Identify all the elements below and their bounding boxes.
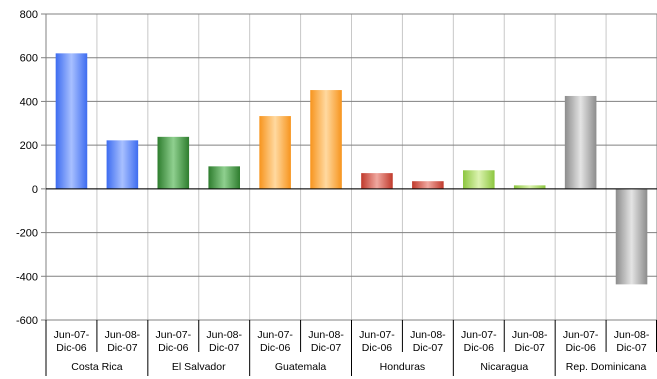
bar-costa-rica-2 [106,140,139,189]
bar-costa-rica-1 [55,53,88,189]
y-tick-label: 400 [20,96,38,108]
x-axis: Jun-07-Dic-06 Jun-08-Dic-07 Jun-07-Dic-06 J… [45,320,657,376]
bar-guatemala-1 [259,116,291,189]
group-label: Rep. Dominicana [566,361,647,373]
bar-honduras-1 [361,173,393,189]
y-tick-label: 800 [20,9,38,21]
x-tick-label: Jun-08-Dic-07 [206,329,242,354]
y-tick-label: -600 [16,315,38,327]
bar-guatemala-2 [310,90,342,189]
group-label: Nicaragua [480,361,528,373]
y-tick-label: 600 [20,53,38,65]
bar-nicaragua-1 [463,170,495,189]
group-label: Honduras [380,361,426,373]
x-tick-label: Jun-08-Dic-07 [105,329,141,354]
y-tick-label: 0 [32,184,38,196]
x-tick-label: Jun-08-Dic-07 [614,329,650,354]
group-label: Guatemala [275,361,327,373]
x-tick-label: Jun-07-Dic-06 [54,329,90,354]
x-tick-label: Jun-07-Dic-06 [359,329,395,354]
y-axis-tick-labels: -600 -400 -200 0 200 400 600 800 [16,9,38,327]
x-tick-label: Jun-08-Dic-07 [512,329,548,354]
y-tick-label: -200 [16,228,38,240]
bar-honduras-2 [412,181,444,189]
category-gridlines [96,14,607,320]
y-tick-label: -400 [16,271,38,283]
y-tick-label: 200 [20,140,38,152]
group-label: Costa Rica [71,361,123,373]
bar-el-salvador-2 [208,166,240,189]
x-tick-label: Jun-07-Dic-06 [563,329,599,354]
x-tick-label: Jun-07-Dic-06 [461,329,497,354]
bar-rep-dominicana-1 [564,95,597,189]
bar-el-salvador-1 [157,136,190,189]
bar-rep-dominicana-2 [615,188,648,285]
bars [55,53,648,285]
x-tick-label: Jun-07-Dic-06 [155,329,191,354]
x-tick-label: Jun-07-Dic-06 [257,329,293,354]
group-label: El Salvador [172,361,226,373]
bar-nicaragua-2 [513,185,546,189]
x-tick-label: Jun-08-Dic-07 [308,329,344,354]
x-tick-label: Jun-08-Dic-07 [410,329,446,354]
